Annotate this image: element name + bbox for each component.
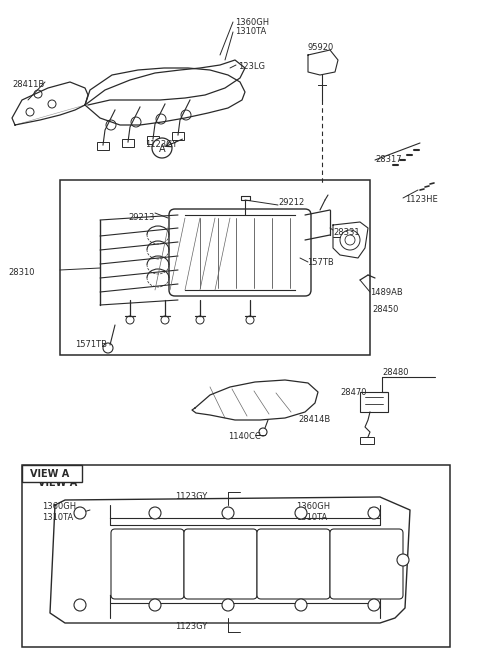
Text: 1571TB: 1571TB [75, 340, 107, 349]
Circle shape [196, 316, 204, 324]
Bar [147, 136, 159, 144]
Circle shape [222, 599, 234, 611]
Circle shape [161, 316, 169, 324]
Text: 1123GY: 1123GY [175, 622, 207, 631]
Text: 1123HE: 1123HE [405, 195, 438, 204]
FancyBboxPatch shape [169, 209, 311, 296]
Circle shape [74, 599, 86, 611]
Circle shape [26, 108, 34, 116]
Circle shape [152, 138, 172, 158]
Text: 28411B: 28411B [12, 80, 44, 89]
Text: 28317: 28317 [375, 155, 402, 164]
Text: 1360GH: 1360GH [296, 502, 330, 511]
Text: 28310: 28310 [8, 268, 35, 277]
Circle shape [149, 507, 161, 519]
Text: 1123GY: 1123GY [175, 492, 207, 501]
Circle shape [149, 599, 161, 611]
Text: 28414B: 28414B [298, 415, 330, 424]
FancyBboxPatch shape [330, 529, 403, 599]
Circle shape [156, 114, 166, 124]
Circle shape [222, 507, 234, 519]
Text: 157TB: 157TB [307, 258, 334, 267]
Text: 1310TA: 1310TA [296, 513, 327, 522]
Circle shape [246, 316, 254, 324]
Text: 29213: 29213 [128, 213, 155, 222]
Bar [360, 437, 374, 444]
Text: 1310TA: 1310TA [235, 27, 266, 36]
Text: 1489AB: 1489AB [370, 288, 403, 297]
Polygon shape [192, 380, 318, 420]
Text: 1360GH: 1360GH [42, 502, 76, 511]
Circle shape [181, 110, 191, 120]
Bar [97, 142, 109, 150]
Text: VIEW A: VIEW A [38, 478, 77, 488]
Text: 28450: 28450 [372, 305, 398, 314]
Circle shape [295, 599, 307, 611]
Circle shape [106, 120, 116, 130]
Text: 29212: 29212 [278, 198, 304, 207]
Polygon shape [50, 497, 410, 623]
Circle shape [397, 554, 409, 566]
Text: 123LG: 123LG [238, 62, 265, 71]
Circle shape [48, 100, 56, 108]
Circle shape [295, 507, 307, 519]
Text: 95920: 95920 [308, 43, 334, 52]
Bar [60, 180, 370, 355]
Bar [122, 139, 134, 147]
Text: 28331: 28331 [333, 228, 360, 237]
Text: 28480: 28480 [382, 368, 408, 377]
Text: 1123LG: 1123LG [316, 587, 348, 596]
Text: 28470: 28470 [340, 388, 367, 397]
Circle shape [259, 428, 267, 436]
Bar [22, 465, 82, 482]
FancyBboxPatch shape [184, 529, 257, 599]
FancyBboxPatch shape [257, 529, 330, 599]
Bar [22, 465, 450, 647]
Circle shape [131, 117, 141, 127]
Bar [172, 132, 184, 140]
Bar [360, 392, 388, 412]
Text: 1140CC: 1140CC [228, 432, 261, 441]
Circle shape [103, 343, 113, 353]
Text: 1360GH: 1360GH [235, 18, 269, 27]
Text: A: A [159, 144, 165, 154]
Circle shape [368, 507, 380, 519]
Circle shape [74, 507, 86, 519]
FancyBboxPatch shape [111, 529, 184, 599]
Text: 1123GY: 1123GY [145, 140, 177, 149]
Circle shape [340, 230, 360, 250]
Text: 1310TA: 1310TA [42, 513, 73, 522]
Circle shape [345, 235, 355, 245]
Circle shape [34, 90, 42, 98]
Text: VIEW A: VIEW A [30, 469, 69, 479]
Circle shape [126, 316, 134, 324]
Circle shape [368, 599, 380, 611]
